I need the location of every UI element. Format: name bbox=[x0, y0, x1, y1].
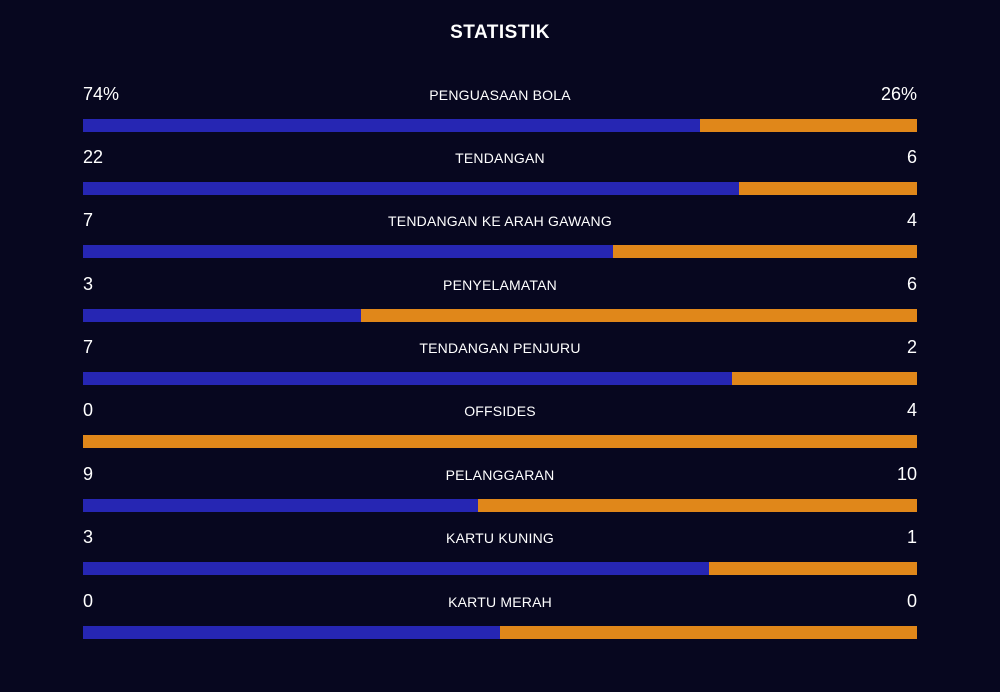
home-value: 9 bbox=[83, 464, 94, 484]
comparison-bar bbox=[83, 435, 917, 448]
home-bar-segment bbox=[83, 245, 614, 258]
stat-row-possession: 74% PENGUASAAN BOLA 26% bbox=[83, 84, 917, 140]
home-bar-segment bbox=[83, 499, 479, 512]
home-bar-segment bbox=[83, 562, 709, 575]
home-bar-segment bbox=[83, 182, 739, 195]
stat-row-saves: 3 PENYELAMATAN 6 bbox=[83, 274, 917, 330]
stat-label: OFFSIDES bbox=[464, 403, 536, 419]
comparison-bar bbox=[83, 119, 917, 132]
stat-label: KARTU MERAH bbox=[448, 594, 552, 610]
panel-title: STATISTIK bbox=[450, 22, 550, 43]
home-bar-segment bbox=[83, 309, 361, 322]
comparison-bar bbox=[83, 372, 917, 385]
comparison-bar bbox=[83, 626, 917, 639]
home-bar-segment bbox=[83, 626, 500, 639]
home-value: 7 bbox=[83, 210, 94, 230]
stat-row-shots-on-target: 7 TENDANGAN KE ARAH GAWANG 4 bbox=[83, 210, 917, 266]
away-value: 4 bbox=[906, 400, 917, 420]
comparison-bar bbox=[83, 245, 917, 258]
away-value: 2 bbox=[906, 337, 917, 357]
home-value: 0 bbox=[83, 400, 94, 420]
stat-row-fouls: 9 PELANGGARAN 10 bbox=[83, 464, 917, 520]
away-value: 6 bbox=[906, 147, 917, 167]
away-bar-segment bbox=[478, 499, 917, 512]
home-value: 22 bbox=[83, 147, 104, 167]
away-bar-segment bbox=[83, 435, 917, 448]
home-value: 3 bbox=[83, 274, 94, 294]
stat-label: TENDANGAN PENJURU bbox=[419, 340, 581, 356]
home-bar-segment bbox=[83, 119, 701, 132]
away-value: 1 bbox=[906, 527, 917, 547]
comparison-bar bbox=[83, 182, 917, 195]
away-value: 6 bbox=[906, 274, 917, 294]
away-bar-segment bbox=[613, 245, 917, 258]
home-bar-segment bbox=[83, 372, 732, 385]
away-bar-segment bbox=[700, 119, 917, 132]
stat-label: PENGUASAAN BOLA bbox=[429, 87, 571, 103]
stat-row-red-cards: 0 KARTU MERAH 0 bbox=[83, 591, 917, 647]
stat-label: KARTU KUNING bbox=[446, 530, 554, 546]
stat-label: TENDANGAN KE ARAH GAWANG bbox=[388, 213, 612, 229]
away-bar-segment bbox=[360, 309, 917, 322]
comparison-bar bbox=[83, 499, 917, 512]
away-value: 26% bbox=[880, 84, 917, 104]
stat-row-corners: 7 TENDANGAN PENJURU 2 bbox=[83, 337, 917, 393]
stat-label: TENDANGAN bbox=[455, 150, 545, 166]
away-value: 10 bbox=[896, 464, 917, 484]
stat-row-shots: 22 TENDANGAN 6 bbox=[83, 147, 917, 203]
away-bar-segment bbox=[731, 372, 917, 385]
home-value: 74% bbox=[83, 84, 120, 104]
away-value: 0 bbox=[906, 591, 917, 611]
home-value: 0 bbox=[83, 591, 94, 611]
stat-label: PELANGGARAN bbox=[445, 467, 555, 483]
home-value: 3 bbox=[83, 527, 94, 547]
home-value: 7 bbox=[83, 337, 94, 357]
stat-row-offsides: 0 OFFSIDES 4 bbox=[83, 400, 917, 456]
away-value: 4 bbox=[906, 210, 917, 230]
stat-label: PENYELAMATAN bbox=[443, 277, 557, 293]
away-bar-segment bbox=[738, 182, 917, 195]
stat-row-yellow-cards: 3 KARTU KUNING 1 bbox=[83, 527, 917, 583]
comparison-bar bbox=[83, 562, 917, 575]
away-bar-segment bbox=[708, 562, 917, 575]
comparison-bar bbox=[83, 309, 917, 322]
away-bar-segment bbox=[500, 626, 917, 639]
